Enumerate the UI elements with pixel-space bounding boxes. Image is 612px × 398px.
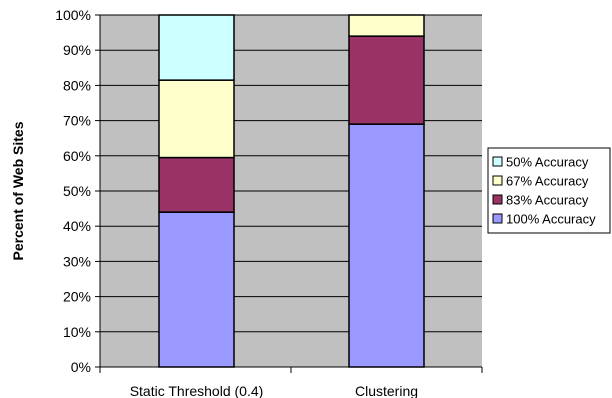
y-tick-label: 50% [63, 183, 91, 199]
x-category-label: Static Threshold (0.4) [130, 383, 264, 398]
axes [95, 14, 483, 373]
legend-label: 83% Accuracy [506, 193, 589, 208]
bar-segment-2-3 [348, 14, 425, 37]
bar-segment-2-1 [348, 123, 425, 368]
y-tick-label: 10% [63, 324, 91, 340]
y-tick-labels: 0% 10% 20% 30% 40% 50% 60% 70% 80% 90% 100% [55, 7, 91, 375]
bars [158, 14, 425, 368]
y-tick-label: 20% [63, 289, 91, 305]
bar-segment-2-2 [348, 35, 425, 125]
legend: 50% Accuracy 67% Accuracy 83% Accuracy 100%… [487, 147, 611, 234]
legend-label: 67% Accuracy [506, 174, 589, 189]
legend-swatch [492, 175, 503, 186]
bar-segment-1-4 [158, 14, 235, 81]
y-tick-label: 80% [63, 77, 91, 93]
legend-box [487, 147, 611, 234]
bar-segment-1-2 [158, 156, 235, 213]
bar-segment-1-3 [158, 79, 235, 159]
y-tick-label: 100% [55, 7, 91, 23]
legend-swatch [492, 194, 503, 205]
y-tick-label: 30% [63, 253, 91, 269]
y-tick-label: 0% [71, 359, 91, 375]
y-tick-label: 40% [63, 218, 91, 234]
legend-swatch [492, 156, 503, 167]
legend-label: 50% Accuracy [506, 155, 589, 170]
y-tick-label: 90% [63, 42, 91, 58]
bar-segment-1-1 [158, 211, 235, 368]
x-category-labels: Static Threshold (0.4) Clustering [130, 383, 418, 398]
legend-label: 100% Accuracy [506, 212, 596, 227]
y-axis-label: Percent of Web Sites [10, 121, 26, 260]
x-category-label: Clustering [355, 383, 418, 398]
y-tick-label: 70% [63, 113, 91, 129]
y-tick-label: 60% [63, 148, 91, 164]
legend-swatch [492, 213, 503, 224]
